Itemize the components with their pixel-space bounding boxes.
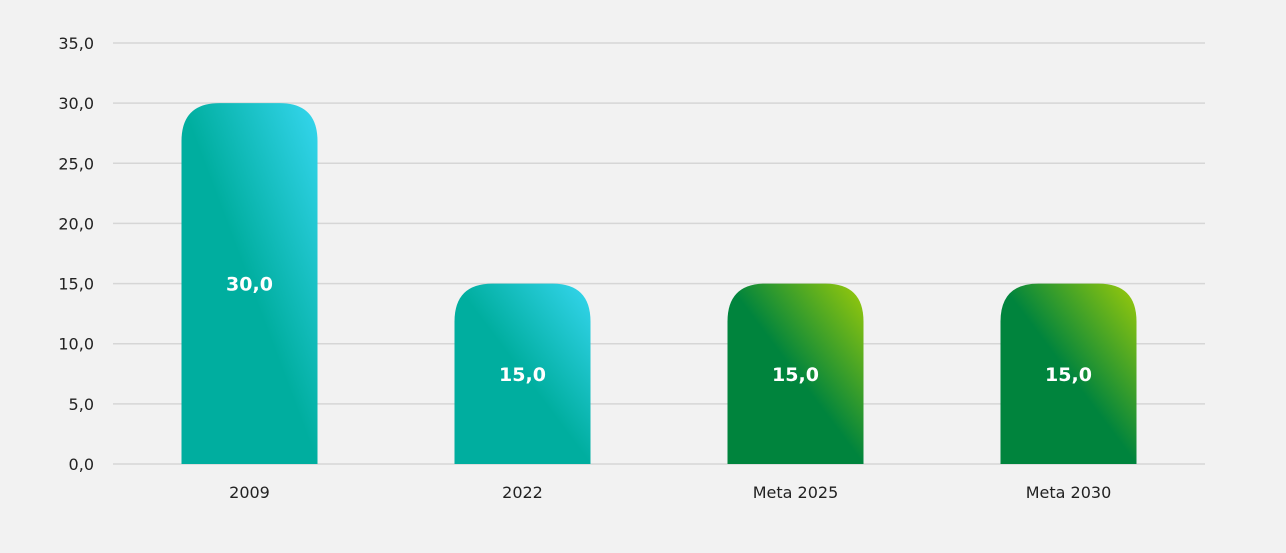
bar bbox=[727, 283, 864, 464]
y-tick-label: 30,0 bbox=[58, 94, 94, 113]
y-axis-ticks: 0,0 5,0 10,0 15,0 20,0 25,0 30,0 35,0 bbox=[58, 34, 94, 474]
x-tick-label: Meta 2030 bbox=[1026, 483, 1112, 502]
y-tick-label: 0,0 bbox=[69, 455, 94, 474]
y-tick-label: 25,0 bbox=[58, 154, 94, 173]
x-tick-label: 2009 bbox=[229, 483, 270, 502]
data-label: 15,0 bbox=[1045, 364, 1092, 386]
y-tick-label: 20,0 bbox=[58, 214, 94, 233]
data-label: 15,0 bbox=[499, 364, 546, 386]
bar bbox=[181, 103, 318, 465]
bar bbox=[454, 283, 591, 464]
x-axis-labels: 2009 2022 Meta 2025 Meta 2030 bbox=[229, 483, 1111, 502]
data-label: 30,0 bbox=[226, 274, 273, 296]
y-tick-label: 35,0 bbox=[58, 34, 94, 53]
data-labels: 30,0 15,0 15,0 15,0 bbox=[226, 274, 1092, 386]
y-tick-label: 5,0 bbox=[69, 395, 94, 414]
y-tick-label: 10,0 bbox=[58, 335, 94, 354]
bar bbox=[1000, 283, 1137, 464]
x-tick-label: 2022 bbox=[502, 483, 543, 502]
data-label: 15,0 bbox=[772, 364, 819, 386]
x-tick-label: Meta 2025 bbox=[753, 483, 839, 502]
bars bbox=[181, 103, 1137, 465]
y-tick-label: 15,0 bbox=[58, 275, 94, 294]
